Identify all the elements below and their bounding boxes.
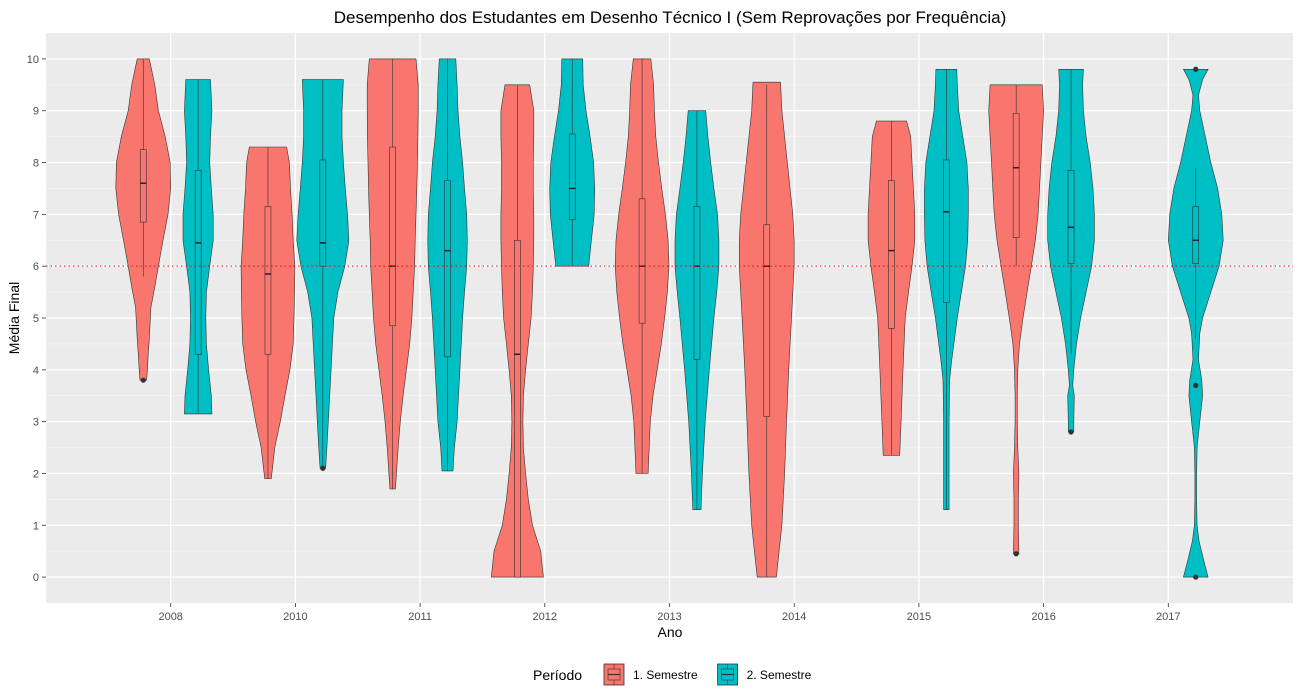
violin-2011-1-semestre — [366, 58, 419, 490]
violin-2012-1-semestre — [490, 84, 544, 578]
violin-2008-1-semestre — [115, 58, 172, 383]
box-iqr — [389, 146, 396, 327]
outlier-point — [1193, 66, 1199, 72]
violin-shape — [988, 84, 1044, 555]
chart-title: Desempenho dos Estudantes em Desenho Téc… — [334, 8, 1007, 27]
box-iqr — [763, 224, 771, 417]
x-tick-label: 2010 — [283, 611, 307, 623]
x-tick-label: 2012 — [533, 611, 557, 623]
violin-2010-1-semestre — [240, 146, 296, 479]
box-iqr — [1192, 206, 1200, 264]
x-tick-label: 2015 — [907, 611, 931, 623]
legend: Período 1. Semestre 2. Semestre — [533, 663, 812, 686]
legend-entry: 1. Semestre — [603, 663, 698, 686]
violin-2016-2-semestre — [1047, 69, 1095, 435]
legend-label: 1. Semestre — [633, 668, 698, 682]
box-iqr — [264, 206, 272, 355]
box-iqr — [139, 149, 147, 223]
y-tick-label: 0 — [33, 572, 39, 584]
box-iqr — [1067, 170, 1075, 264]
outlier-point — [1068, 429, 1074, 435]
violin-2017-2-semestre — [1167, 66, 1224, 580]
violin-2015-1-semestre — [867, 120, 916, 456]
y-tick-label: 1 — [33, 520, 39, 532]
box-iqr — [943, 159, 950, 303]
y-tick-label: 7 — [33, 209, 39, 221]
violin-2013-2-semestre — [674, 110, 720, 511]
violin-2011-2-semestre — [427, 58, 468, 472]
outlier-point — [1013, 551, 1019, 557]
violin-2010-2-semestre — [296, 79, 350, 471]
violin-2015-2-semestre — [924, 69, 969, 511]
box-iqr — [568, 133, 576, 220]
violin-layer — [115, 58, 1224, 580]
outlier-point — [140, 377, 146, 383]
outlier-point — [1193, 574, 1199, 580]
outlier-point — [1193, 382, 1199, 388]
y-tick-label: 10 — [27, 54, 39, 66]
violin-2008-2-semestre — [182, 79, 214, 415]
box-iqr — [693, 206, 701, 360]
y-tick-label: 8 — [33, 158, 39, 170]
violin-2013-1-semestre — [614, 58, 670, 474]
violin-2012-2-semestre — [549, 58, 596, 267]
box-iqr — [514, 239, 521, 578]
box-iqr — [1012, 113, 1020, 238]
legend-entry: 2. Semestre — [717, 663, 812, 686]
x-tick-label: 2017 — [1156, 611, 1180, 623]
y-tick-label: 3 — [33, 417, 39, 429]
y-tick-label: 9 — [33, 106, 39, 118]
violin-2014-1-semestre — [738, 81, 795, 578]
x-tick-label: 2014 — [782, 611, 806, 623]
box-iqr — [888, 180, 895, 329]
y-tick-label: 5 — [33, 313, 39, 325]
violin-2016-1-semestre — [988, 84, 1044, 557]
box-iqr — [638, 198, 646, 324]
y-axis-label: Média Final — [6, 282, 22, 354]
legend-label: 2. Semestre — [747, 668, 812, 682]
box-iqr — [194, 170, 202, 355]
outlier-point — [320, 465, 326, 471]
x-axis-label: Ano — [658, 624, 683, 640]
box-iqr — [319, 159, 327, 267]
x-tick-label: 2011 — [408, 611, 432, 623]
axis-layer: 0 1 2 3 4 5 6 7 8 9 10 2008 2010 2011 2012 2013 2014 2015… — [27, 54, 1181, 623]
x-tick-label: 2016 — [1031, 611, 1055, 623]
y-tick-label: 4 — [33, 365, 39, 377]
y-tick-label: 2 — [33, 468, 39, 480]
legend-title: Período — [533, 667, 582, 683]
x-tick-label: 2008 — [158, 611, 182, 623]
x-tick-label: 2013 — [657, 611, 681, 623]
box-iqr — [444, 180, 451, 358]
y-tick-label: 6 — [33, 261, 39, 273]
